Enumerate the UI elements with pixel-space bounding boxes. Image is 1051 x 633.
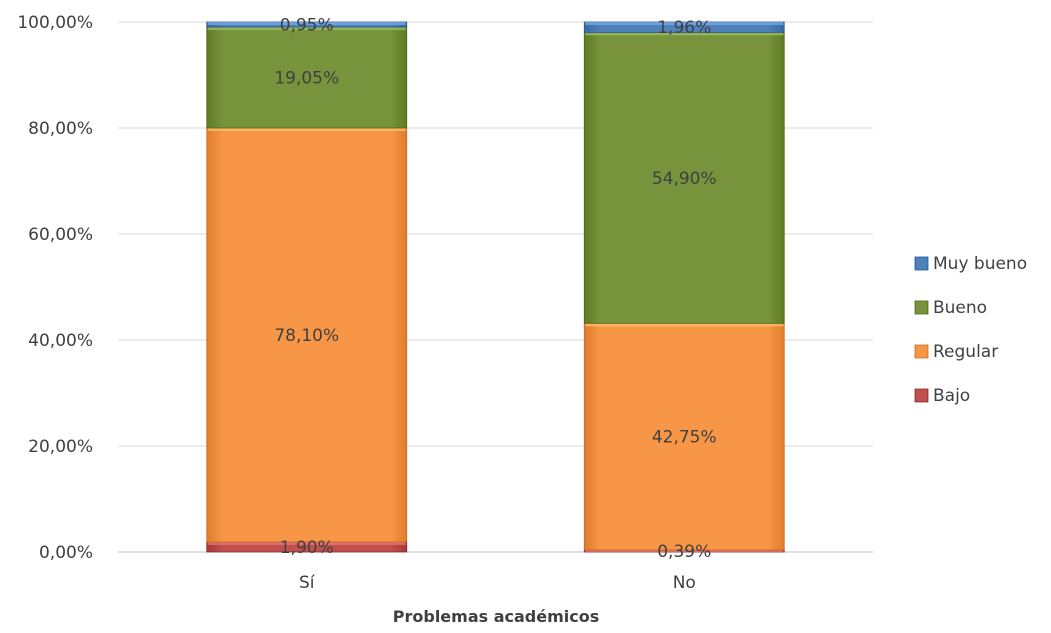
bar-segment-highlight — [207, 541, 406, 545]
axes: Problemas académicos 0,00% 20,00% 40,00% 60… — [17, 13, 695, 626]
bar-segment-highlight — [585, 323, 784, 327]
bars — [206, 21, 785, 553]
data-label: 54,90% — [652, 169, 717, 189]
legend-label: Muy bueno — [933, 254, 1027, 274]
data-label: 0,39% — [657, 542, 711, 562]
legend-item: Muy bueno — [914, 254, 1027, 274]
data-label: 0,95% — [280, 16, 334, 36]
legend-label: Bueno — [933, 298, 987, 318]
data-label: 1,96% — [657, 18, 711, 38]
legend-label: Bajo — [933, 386, 970, 406]
data-label: 1,90% — [280, 538, 334, 558]
bar-segment-bueno — [583, 32, 785, 324]
data-label: 78,10% — [274, 326, 339, 346]
y-tick-label: 80,00% — [28, 119, 93, 139]
bar-segment-highlight — [207, 27, 406, 31]
y-tick-label: 40,00% — [28, 331, 93, 351]
data-labels: 1,90% 78,10% 19,05% 0,95% 0,39% 42,75% 54,90% 1… — [274, 16, 716, 562]
data-label: 42,75% — [652, 428, 717, 448]
legend: Muy bueno Bueno Regular Bajo — [914, 254, 1027, 406]
bar-segment-highlight — [207, 128, 406, 131]
legend-swatch — [914, 300, 929, 315]
legend-swatch — [914, 344, 929, 359]
legend-swatch — [914, 256, 929, 271]
bar-segment-highlight — [585, 22, 784, 25]
y-tick-label: 0,00% — [39, 543, 93, 563]
legend-item: Bueno — [914, 298, 987, 318]
y-tick-label: 100,00% — [17, 13, 93, 33]
bar-segment-regular — [206, 127, 408, 543]
x-tick-label: No — [673, 573, 696, 593]
x-axis-title: Problemas académicos — [393, 607, 600, 626]
bar-segment-regular — [583, 322, 785, 551]
legend-swatch — [914, 388, 929, 403]
bar-segment-highlight — [585, 549, 784, 552]
bar-segment-highlight — [585, 32, 784, 36]
bar-segment-bueno — [206, 26, 408, 129]
legend-label: Regular — [933, 342, 998, 362]
legend-item: Bajo — [914, 386, 970, 406]
y-tick-label: 20,00% — [28, 437, 93, 457]
x-tick-label: Sí — [299, 573, 316, 593]
bar-segment-highlight — [207, 22, 406, 25]
data-label: 19,05% — [274, 69, 339, 89]
legend-item: Regular — [914, 342, 998, 362]
y-tick-label: 60,00% — [28, 225, 93, 245]
